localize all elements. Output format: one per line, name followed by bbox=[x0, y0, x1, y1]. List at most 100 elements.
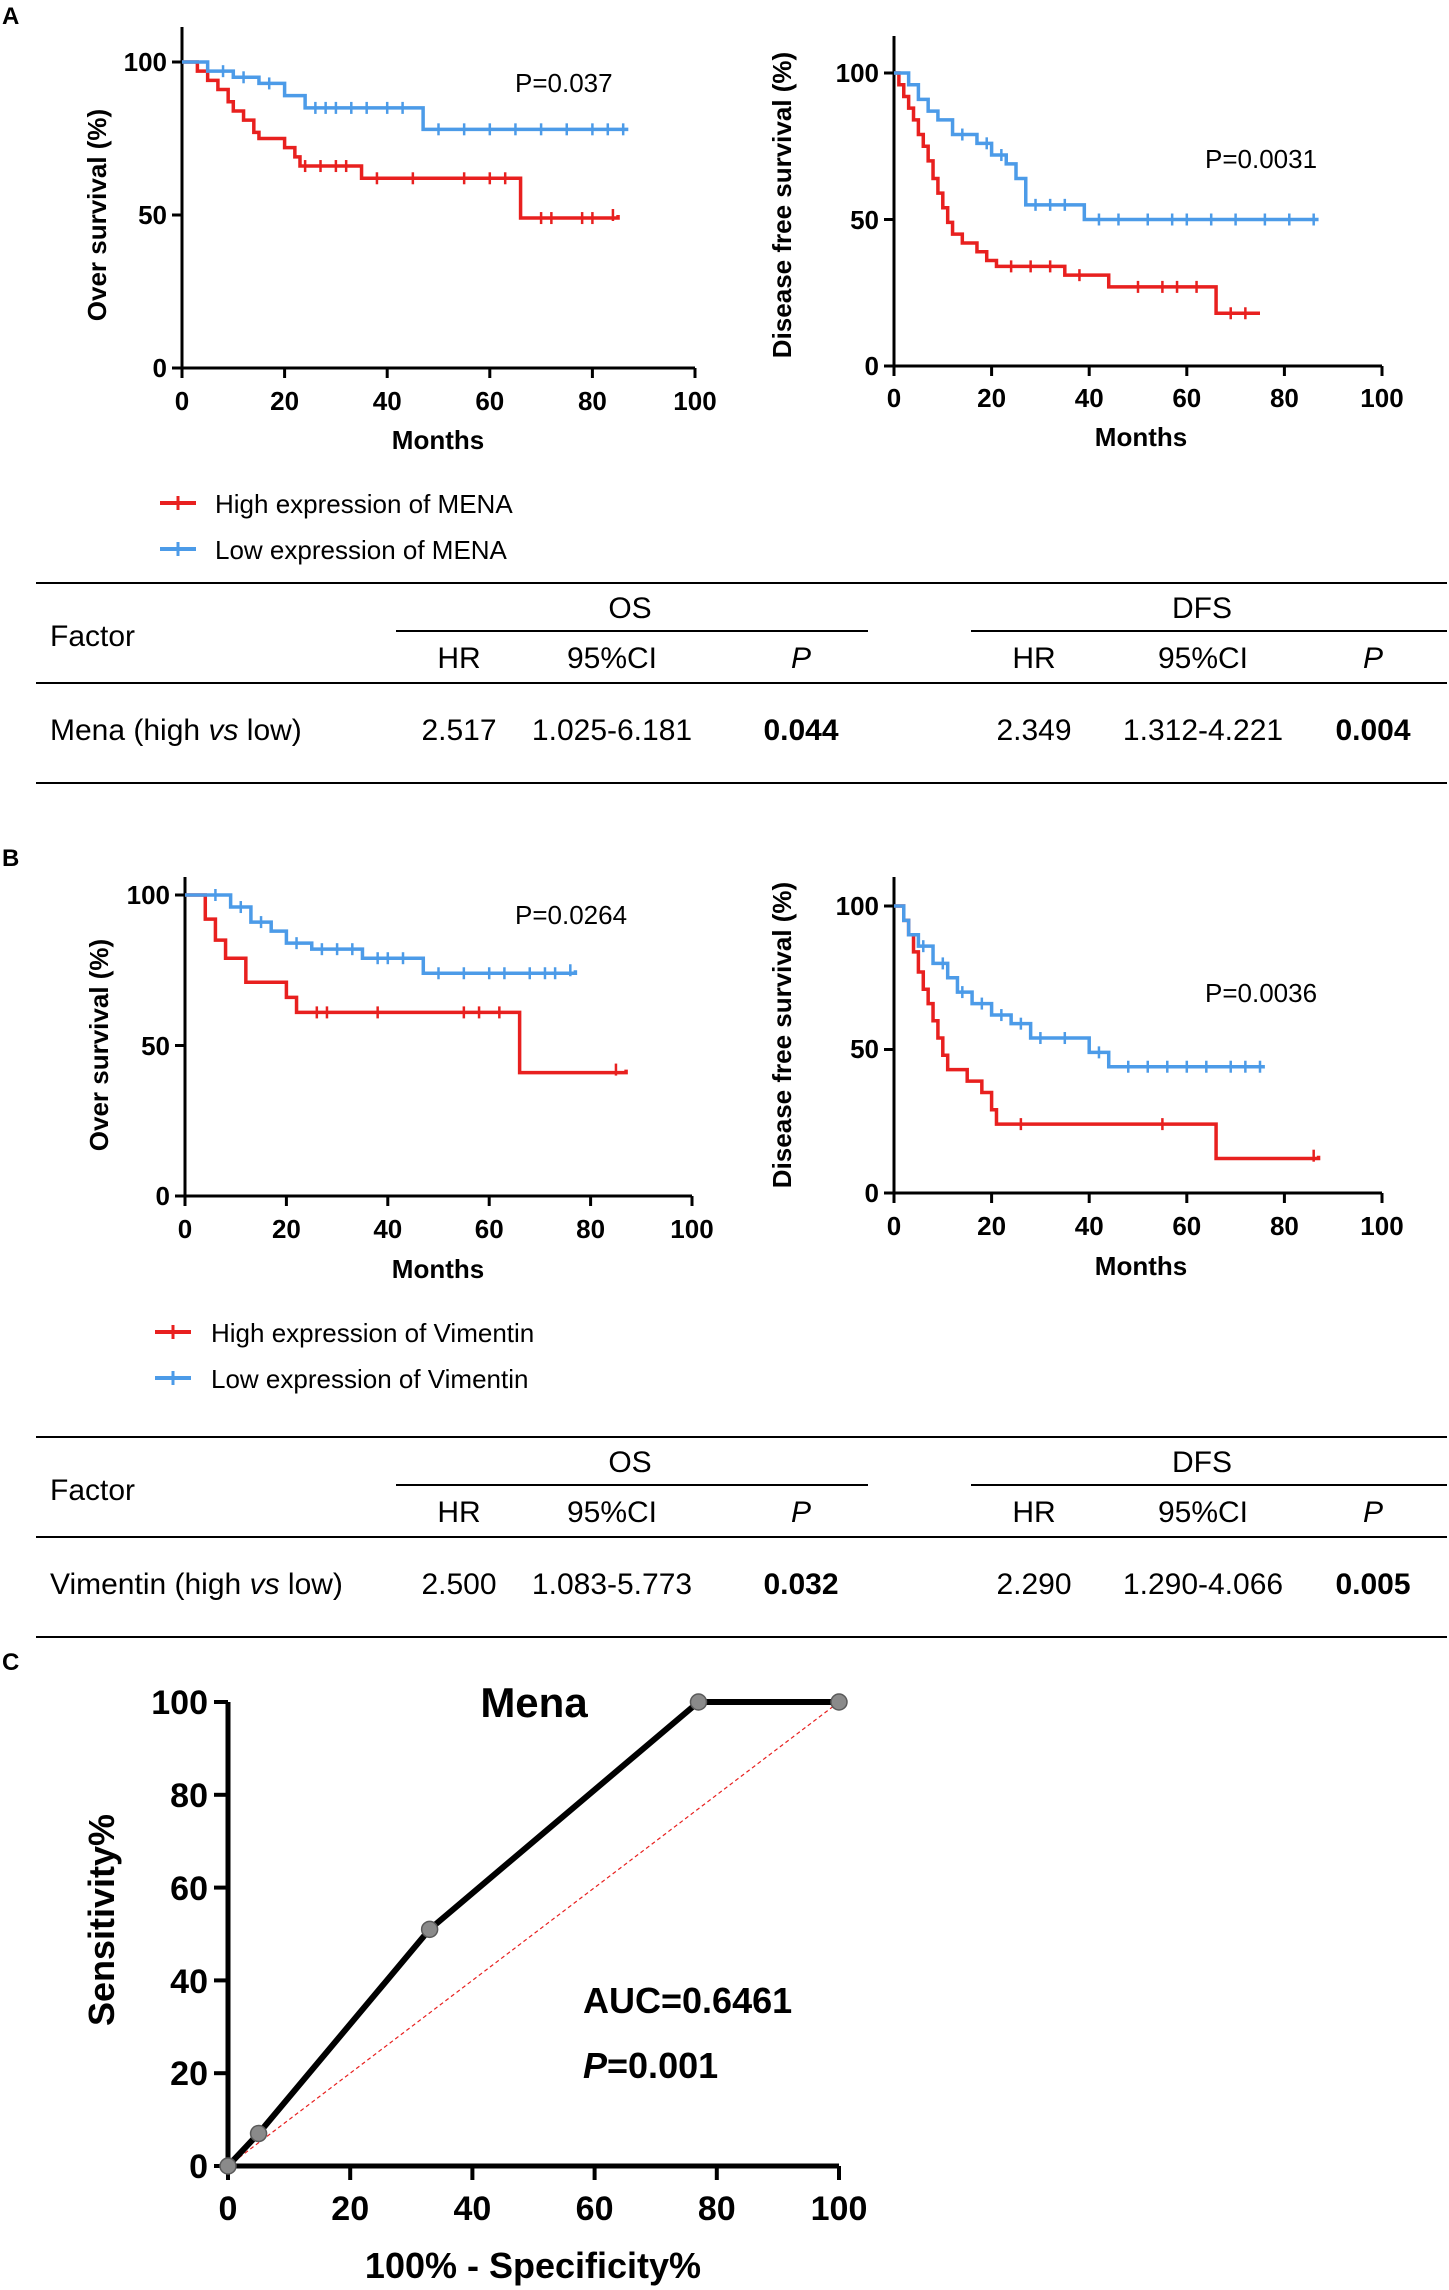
x-axis-title: 100% - Specificity% bbox=[365, 2245, 701, 2286]
x-tick-label: 40 bbox=[373, 386, 402, 416]
dfs-underline bbox=[971, 630, 1447, 632]
p-value-label: P=0.0264 bbox=[515, 900, 627, 930]
os-underline bbox=[396, 1484, 868, 1486]
x-tick-label: 60 bbox=[475, 386, 504, 416]
y-tick-label: 50 bbox=[141, 1031, 170, 1061]
p-value-label: P=0.037 bbox=[515, 68, 613, 98]
os-ci-header: 95%CI bbox=[566, 1496, 658, 1529]
x-axis-title: Months bbox=[392, 425, 484, 455]
km-curve-high bbox=[185, 893, 628, 1075]
km-series bbox=[185, 889, 628, 1076]
y-tick-marks bbox=[172, 60, 182, 370]
row-label-vs: vs bbox=[249, 1568, 280, 1601]
km-curve-low bbox=[894, 904, 1265, 1069]
os-header: OS bbox=[608, 1446, 652, 1479]
os-ci-value: 1.083-5.773 bbox=[531, 1568, 693, 1601]
table-a: Factor OS DFS HR 95%CI P HR 95%CI P Mena… bbox=[36, 582, 1447, 786]
y-tick-label: 100 bbox=[124, 47, 167, 77]
os-hr-value: 2.500 bbox=[421, 1568, 497, 1601]
x-tick-label: 0 bbox=[219, 2190, 238, 2228]
dfs-header: DFS bbox=[1172, 592, 1232, 625]
dfs-hr-header: HR bbox=[1012, 1496, 1056, 1529]
y-tick-label: 0 bbox=[865, 1178, 879, 1208]
table-bottom-rule bbox=[36, 1636, 1447, 1638]
row-label: Vimentin (high vs low) bbox=[50, 1568, 343, 1602]
y-axis-title: Disease free survival (%) bbox=[767, 882, 797, 1188]
os-p-header: P bbox=[790, 642, 812, 675]
x-tick-label: 20 bbox=[270, 386, 299, 416]
km-plot-b-os: 0 20 40 60 80 100 0 50 100 Months Over s… bbox=[84, 877, 714, 1284]
y-axis-title: Disease free survival (%) bbox=[767, 52, 797, 358]
os-hr-header: HR bbox=[437, 1496, 481, 1529]
x-tick-label: 100 bbox=[673, 386, 716, 416]
roc-point bbox=[830, 1693, 848, 1711]
os-p-value: 0.044 bbox=[763, 714, 839, 747]
x-tick-label: 40 bbox=[453, 2190, 491, 2228]
km-series bbox=[894, 904, 1321, 1162]
y-tick-label: 100 bbox=[127, 880, 170, 910]
km-curve-high bbox=[894, 904, 1321, 1161]
os-p-header: P bbox=[790, 1496, 812, 1529]
table-top-rule bbox=[36, 582, 1447, 584]
factor-header: Factor bbox=[50, 1474, 136, 1507]
x-tick-label: 0 bbox=[175, 386, 189, 416]
x-axis-title: Months bbox=[392, 1254, 484, 1284]
x-tick-label: 80 bbox=[578, 386, 607, 416]
y-tick-label: 20 bbox=[170, 2055, 208, 2093]
y-axis-title: Over survival (%) bbox=[84, 939, 114, 1151]
km-series bbox=[182, 60, 629, 225]
x-tick-label: 100 bbox=[1360, 383, 1403, 413]
row-label-post: low) bbox=[279, 1568, 343, 1601]
x-tick-label: 40 bbox=[373, 1214, 402, 1244]
p-value: =0.001 bbox=[607, 2045, 718, 2086]
x-tick-label: 20 bbox=[977, 1211, 1006, 1241]
x-tick-label: 100 bbox=[811, 2190, 868, 2228]
panel-letter-b: B bbox=[2, 845, 19, 872]
y-tick-label: 0 bbox=[156, 1181, 170, 1211]
km-curve-low bbox=[894, 71, 1319, 222]
x-tick-label: 80 bbox=[1270, 383, 1299, 413]
km-curve-high bbox=[894, 71, 1260, 316]
x-tick-label: 80 bbox=[576, 1214, 605, 1244]
auc-label: AUC=0.6461 bbox=[583, 1980, 792, 2021]
p-italic: P bbox=[583, 2045, 608, 2086]
y-tick-marks bbox=[884, 71, 894, 368]
dfs-header: DFS bbox=[1172, 1446, 1232, 1479]
dfs-ci-value: 1.312-4.221 bbox=[1122, 714, 1284, 747]
os-hr-header: HR bbox=[437, 642, 481, 675]
os-ci-value: 1.025-6.181 bbox=[531, 714, 693, 747]
x-axis-title: Months bbox=[1095, 1251, 1187, 1281]
row-label-vs: vs bbox=[208, 714, 239, 747]
dfs-p-value: 0.004 bbox=[1335, 714, 1411, 747]
x-tick-marks bbox=[892, 1193, 1384, 1203]
km-series bbox=[894, 71, 1319, 320]
y-tick-label: 0 bbox=[189, 2148, 208, 2186]
y-tick-label: 50 bbox=[850, 1034, 879, 1064]
table-b: Factor OS DFS HR 95%CI P HR 95%CI P Vime… bbox=[36, 1436, 1447, 1640]
y-tick-label: 0 bbox=[153, 353, 167, 383]
x-tick-label: 0 bbox=[178, 1214, 192, 1244]
x-tick-label: 0 bbox=[887, 1211, 901, 1241]
x-tick-label: 100 bbox=[670, 1214, 713, 1244]
p-value-label: P=0.0031 bbox=[1205, 144, 1317, 174]
dfs-p-value: 0.005 bbox=[1335, 1568, 1411, 1601]
row-label-pre: Vimentin (high bbox=[50, 1568, 250, 1601]
roc-series bbox=[219, 1693, 848, 2175]
km-curve-high bbox=[182, 60, 620, 220]
km-plot-a-os: 0 20 40 60 80 100 0 50 100 Months Over s… bbox=[82, 27, 717, 455]
km-plot-a-dfs: 0 20 40 60 80 100 0 50 100 Months Diseas… bbox=[767, 36, 1404, 452]
y-tick-label: 100 bbox=[836, 891, 879, 921]
y-tick-label: 50 bbox=[138, 200, 167, 230]
dfs-hr-value: 2.290 bbox=[996, 1568, 1072, 1601]
x-tick-marks bbox=[183, 1196, 694, 1206]
dfs-ci-header: 95%CI bbox=[1157, 1496, 1249, 1529]
dfs-ci-header: 95%CI bbox=[1157, 642, 1249, 675]
y-tick-label: 40 bbox=[170, 1963, 208, 2001]
y-tick-label: 60 bbox=[170, 1870, 208, 1908]
table-header-rule bbox=[36, 1536, 1447, 1538]
roc-point bbox=[420, 1920, 439, 1939]
row-label-pre: Mena (high bbox=[50, 714, 209, 747]
reference-line bbox=[227, 1701, 840, 2167]
dfs-p-header: P bbox=[1362, 642, 1384, 675]
